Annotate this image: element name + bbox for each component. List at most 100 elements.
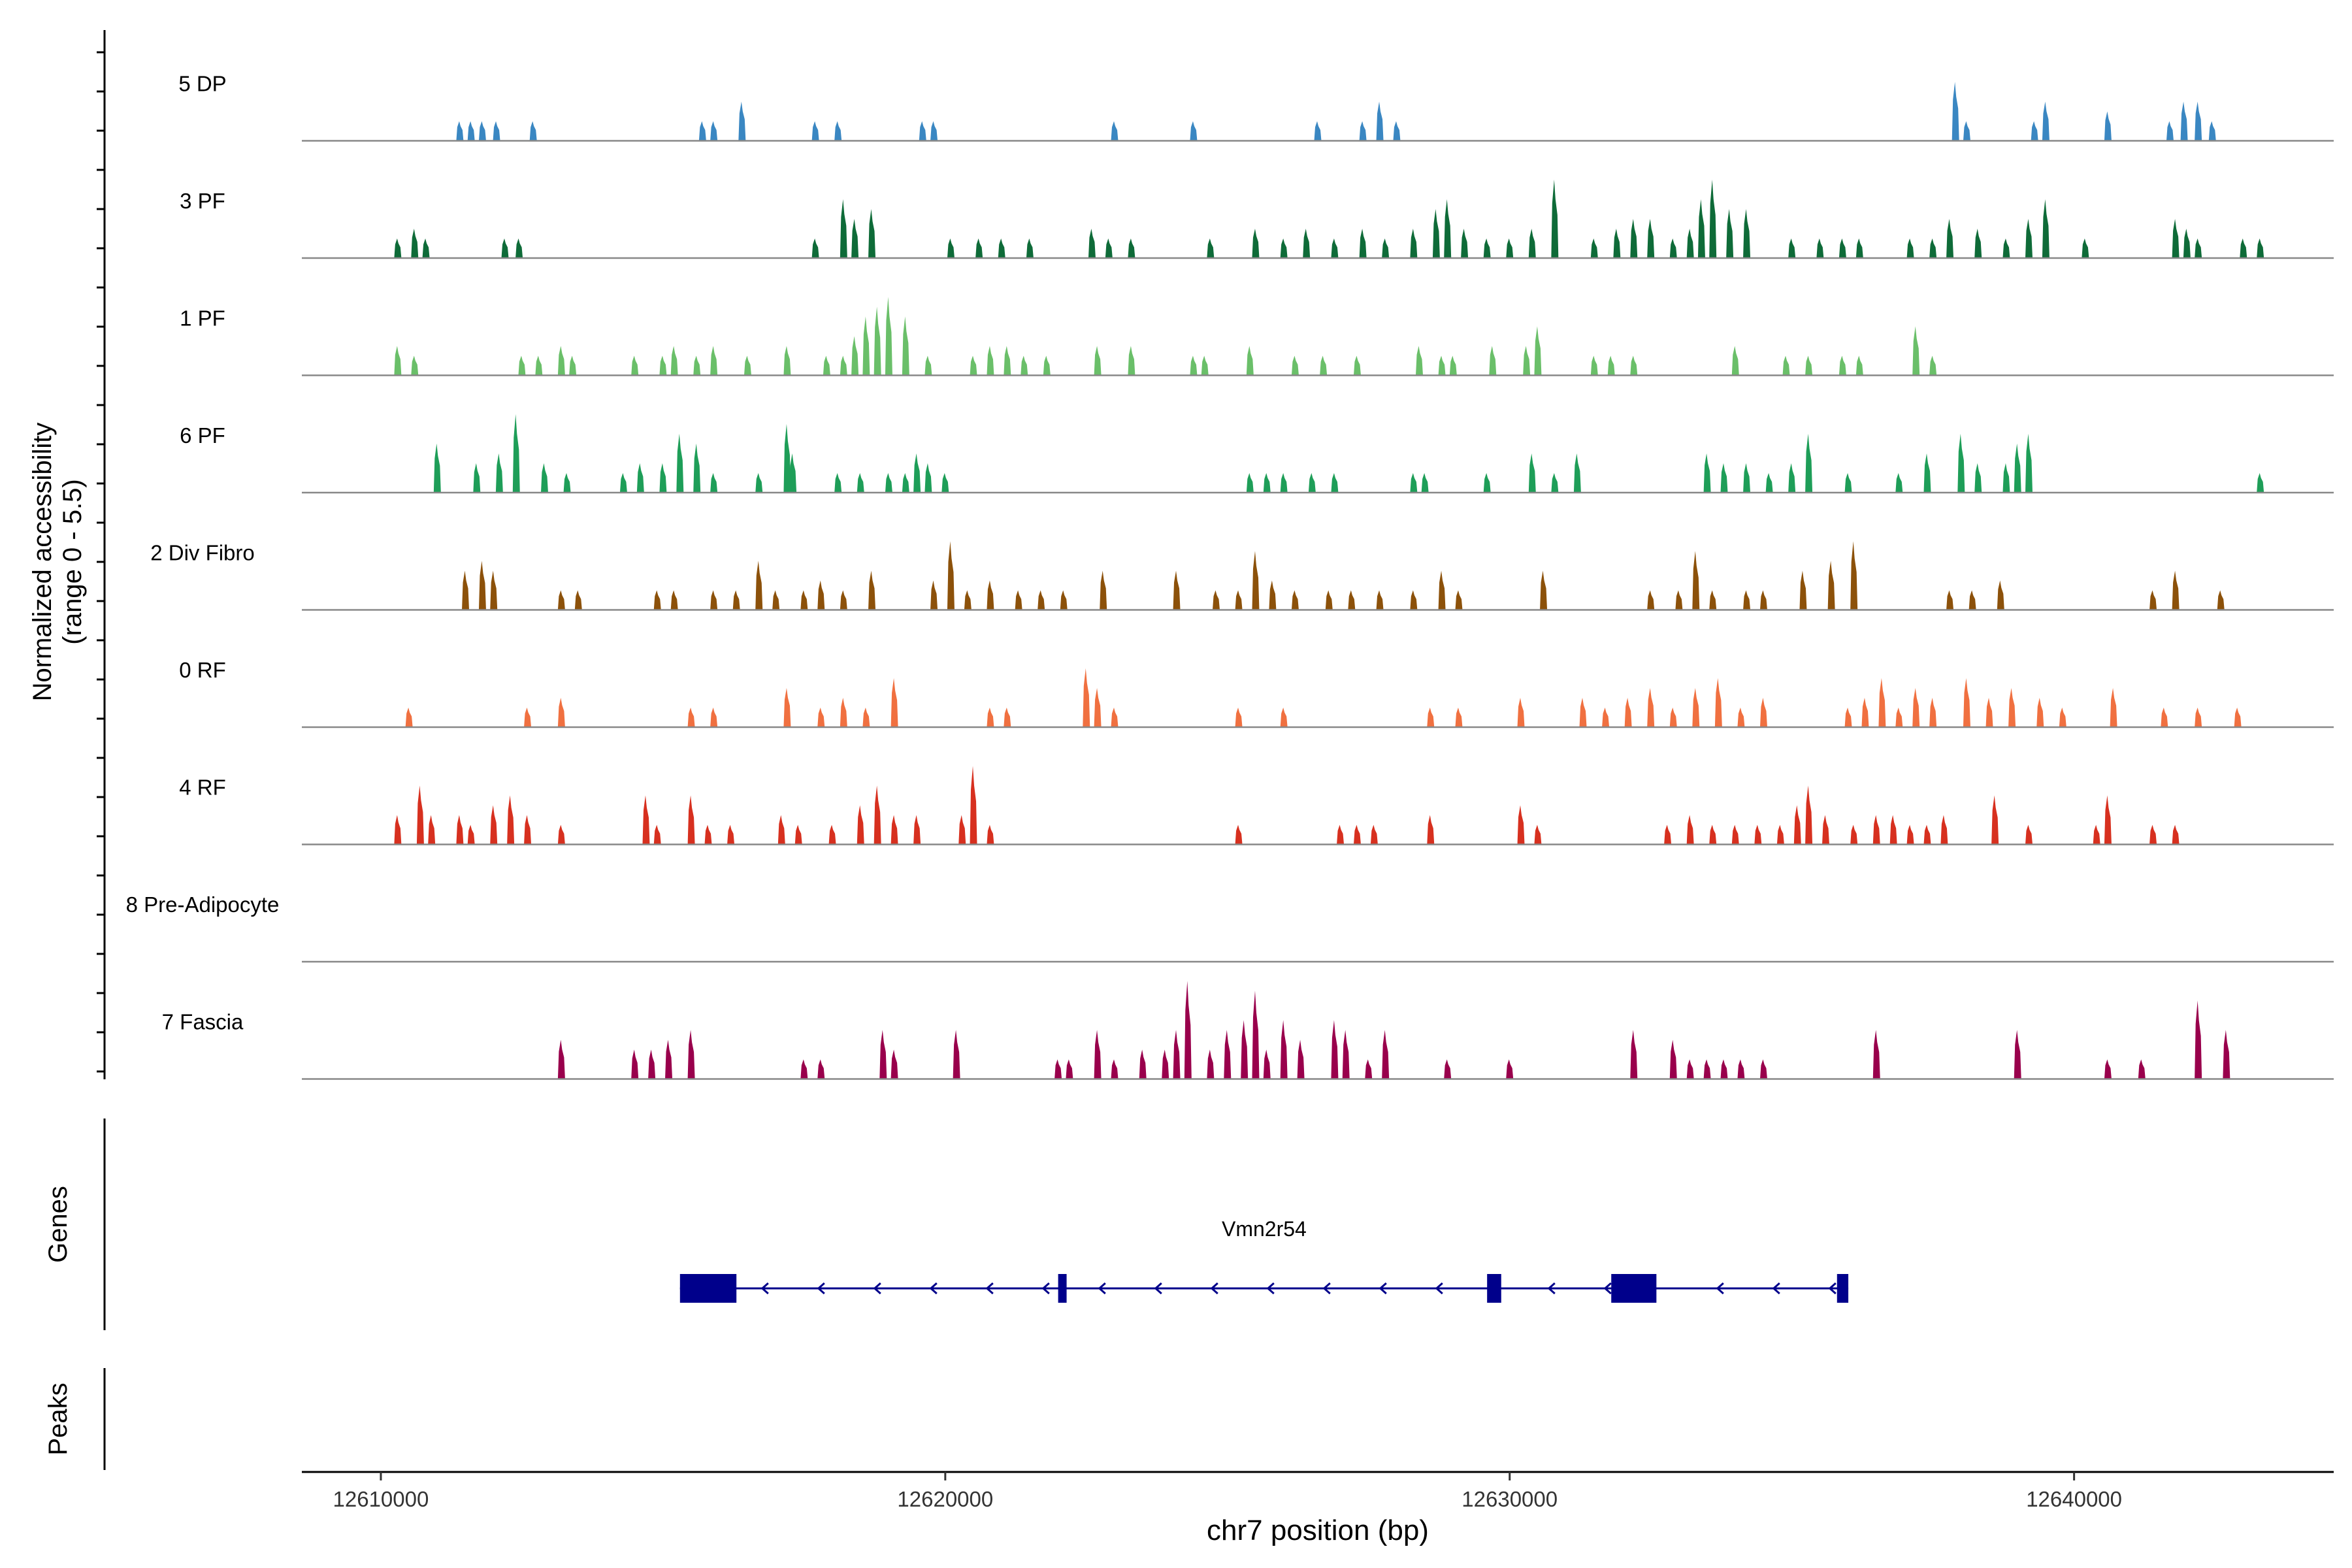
peak-3-pf-22 xyxy=(1382,238,1390,258)
peak-4-rf-5 xyxy=(490,805,498,845)
peak-3-pf-3 xyxy=(501,238,509,258)
peak-3-pf-37 xyxy=(1697,199,1705,258)
peak-4-rf-16 xyxy=(828,825,836,845)
peak-6-pf-3 xyxy=(512,414,520,493)
peak-5-dp-25 xyxy=(2195,101,2202,141)
peak-2-div-fibro-5 xyxy=(653,590,661,610)
peak-1-pf-30 xyxy=(1246,346,1254,376)
peak-4-rf-50 xyxy=(2149,825,2157,845)
peak-1-pf-0 xyxy=(394,346,402,376)
x-tick-label-2: 12630000 xyxy=(1462,1487,1558,1511)
peak-3-pf-32 xyxy=(1613,228,1621,258)
peak-7-fascia-35 xyxy=(1720,1059,1728,1079)
peak-2-div-fibro-26 xyxy=(1252,551,1260,610)
peak-6-pf-45 xyxy=(2014,443,2021,493)
peak-5-dp-19 xyxy=(1963,121,1970,141)
strand-arrow xyxy=(873,1282,881,1295)
peak-4-rf-12 xyxy=(704,825,712,845)
peak-4-rf-27 xyxy=(1370,825,1378,845)
peak-3-pf-0 xyxy=(394,238,402,258)
peak-5-dp-0 xyxy=(456,121,464,141)
peak-3-pf-15 xyxy=(1128,238,1135,258)
peak-4-rf-10 xyxy=(653,825,661,845)
strand-arrow xyxy=(760,1282,769,1295)
peak-2-div-fibro-2 xyxy=(490,570,498,610)
track-0-rf: 0 RF xyxy=(179,658,2334,728)
peak-2-div-fibro-23 xyxy=(1173,570,1181,610)
peak-5-dp-15 xyxy=(1359,121,1367,141)
peak-6-pf-8 xyxy=(659,463,667,493)
peak-1-pf-45 xyxy=(1805,355,1813,376)
track-label-7-fascia: 7 Fascia xyxy=(162,1010,244,1034)
peak-1-pf-20 xyxy=(924,355,932,376)
peak-6-pf-31 xyxy=(1551,472,1559,493)
peak-4-rf-36 xyxy=(1776,825,1784,845)
gene-exon-2 xyxy=(1487,1274,1501,1303)
peak-2-div-fibro-8 xyxy=(732,590,740,610)
peak-4-rf-33 xyxy=(1709,825,1717,845)
peak-7-fascia-39 xyxy=(2014,1030,2021,1079)
peak-5-dp-4 xyxy=(529,121,537,141)
peak-0-rf-43 xyxy=(2234,707,2242,727)
peak-1-pf-23 xyxy=(1004,346,1011,376)
peak-2-div-fibro-48 xyxy=(2149,590,2157,610)
peak-4-rf-34 xyxy=(1731,825,1739,845)
peak-4-rf-22 xyxy=(970,766,977,845)
peak-2-div-fibro-50 xyxy=(2217,590,2225,610)
peak-2-div-fibro-17 xyxy=(964,590,972,610)
peak-6-pf-46 xyxy=(2025,433,2033,493)
peak-4-rf-48 xyxy=(2093,825,2100,845)
peak-6-pf-29 xyxy=(1483,472,1491,493)
peak-0-rf-34 xyxy=(1929,697,1937,727)
peak-4-rf-2 xyxy=(428,815,436,845)
peak-3-pf-55 xyxy=(2195,238,2202,258)
peak-2-div-fibro-46 xyxy=(1968,590,1976,610)
peak-4-rf-46 xyxy=(1991,795,1999,845)
peak-6-pf-41 xyxy=(1923,453,1931,493)
peak-7-fascia-23 xyxy=(1280,1020,1288,1079)
peak-2-div-fibro-14 xyxy=(868,570,876,610)
peak-1-pf-35 xyxy=(1438,355,1446,376)
peak-4-rf-14 xyxy=(777,815,785,845)
peak-4-rf-11 xyxy=(687,795,695,845)
peak-0-rf-8 xyxy=(862,707,870,727)
peak-0-rf-11 xyxy=(1004,707,1011,727)
peak-5-dp-17 xyxy=(1393,121,1401,141)
peak-6-pf-25 xyxy=(1308,472,1316,493)
peak-3-pf-21 xyxy=(1359,228,1367,258)
strand-arrow xyxy=(1547,1282,1556,1295)
peak-3-pf-46 xyxy=(1929,238,1937,258)
peak-0-rf-37 xyxy=(2008,687,2016,727)
peak-2-div-fibro-36 xyxy=(1647,590,1655,610)
peak-4-rf-4 xyxy=(467,825,475,845)
gene-exon-0 xyxy=(679,1274,737,1303)
peak-2-div-fibro-6 xyxy=(670,590,678,610)
peak-4-rf-3 xyxy=(456,815,464,845)
peak-6-pf-19 xyxy=(913,453,921,493)
x-tick-label-0: 12610000 xyxy=(333,1487,429,1511)
peak-5-dp-8 xyxy=(811,121,819,141)
peak-4-rf-15 xyxy=(794,825,802,845)
peak-0-rf-2 xyxy=(557,697,565,727)
peak-4-rf-20 xyxy=(913,815,921,845)
peak-0-rf-17 xyxy=(1427,707,1435,727)
strand-arrow xyxy=(817,1282,825,1295)
peak-7-fascia-4 xyxy=(687,1030,695,1079)
peak-7-fascia-40 xyxy=(2104,1059,2112,1079)
peak-0-rf-4 xyxy=(710,707,718,727)
peak-1-pf-46 xyxy=(1838,355,1846,376)
peak-7-fascia-1 xyxy=(631,1049,639,1079)
x-axis-ticks: 12610000 12620000 12630000 12640000 xyxy=(333,1472,2122,1511)
genes-panel-label: Genes xyxy=(44,1186,73,1263)
peak-0-rf-41 xyxy=(2161,707,2168,727)
track-5-dp: 5 DP xyxy=(178,72,2334,142)
peak-7-fascia-27 xyxy=(1365,1059,1373,1079)
peak-3-pf-11 xyxy=(998,238,1005,258)
peak-1-pf-8 xyxy=(670,346,678,376)
peak-1-pf-48 xyxy=(1912,326,1920,376)
peak-7-fascia-3 xyxy=(665,1039,673,1079)
track-8-pre-adipocyte: 8 Pre-Adipocyte xyxy=(126,892,2334,963)
peak-6-pf-23 xyxy=(1263,472,1271,493)
peak-7-fascia-36 xyxy=(1737,1059,1745,1079)
peak-5-dp-1 xyxy=(467,121,475,141)
